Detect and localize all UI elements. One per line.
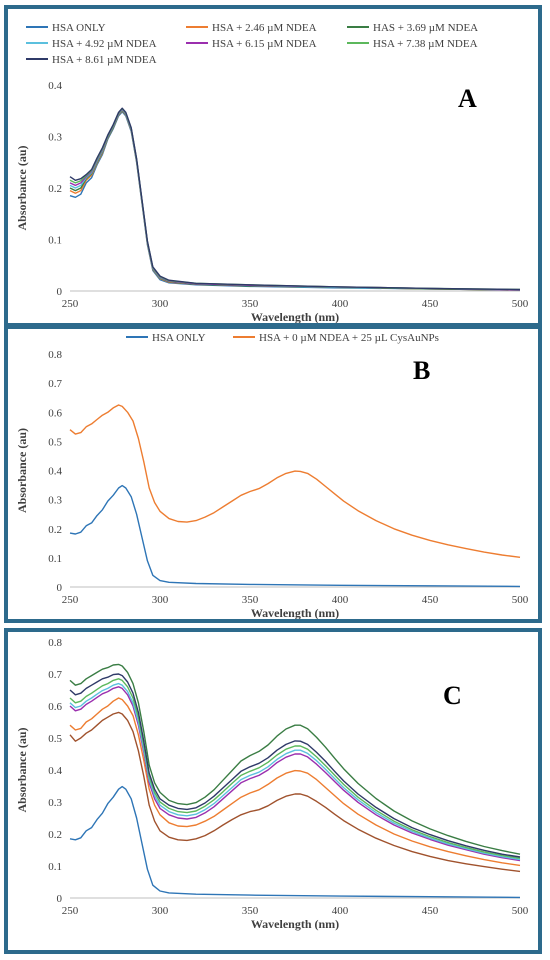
legend-label: HSA + 7.38 µM NDEA <box>373 38 478 50</box>
y-tick-label: 0.2 <box>48 183 62 195</box>
x-axis-title: Wavelength (nm) <box>251 310 339 323</box>
y-tick-label: 0.3 <box>48 495 62 507</box>
y-tick-label: 0.4 <box>48 466 62 478</box>
x-tick-label: 500 <box>512 594 529 606</box>
series-line-4 <box>69 686 521 862</box>
x-tick-label: 350 <box>242 594 259 606</box>
series-line-1 <box>69 111 521 291</box>
series-line-7 <box>69 107 521 291</box>
chart-a: 0 0.1 0.2 0.3 0.4 250 300 350 400 450 500 Wavelengt… <box>15 22 529 323</box>
y-tick-label: 0.1 <box>48 861 62 873</box>
x-tick-label: 450 <box>422 905 439 917</box>
series-line-4 <box>69 109 521 291</box>
x-tick-label: 350 <box>242 298 259 310</box>
legend-label: HSA + 4.92 µM NDEA <box>52 38 157 50</box>
y-tick-label: 0.2 <box>48 524 62 536</box>
x-tick-label: 300 <box>152 594 169 606</box>
panel-label: B <box>413 356 430 385</box>
x-tick-label: 450 <box>422 298 439 310</box>
x-tick-label: 300 <box>152 298 169 310</box>
panel-b: 0 0.1 0.2 0.3 0.4 0.5 0.6 0.7 0.8 250 300 350 400 450… <box>4 325 542 623</box>
legend-label: HSA ONLY <box>52 22 106 34</box>
series-line-6 <box>69 108 521 291</box>
x-axis-title: Wavelength (nm) <box>251 917 339 931</box>
x-tick-label: 400 <box>332 905 349 917</box>
series-line-8 <box>69 663 521 855</box>
legend-label: HSA + 0 µM NDEA + 25 µL CysAuNPs <box>259 332 439 344</box>
y-axis-title: Absorbance (au) <box>15 145 29 230</box>
y-tick-label: 0.4 <box>48 80 62 92</box>
series-line-1 <box>69 785 521 899</box>
y-tick-label: 0.3 <box>48 797 62 809</box>
y-tick-label: 0.8 <box>48 349 62 361</box>
legend-label: HSA ONLY <box>152 332 206 344</box>
x-tick-label: 500 <box>512 905 529 917</box>
x-axis-title: Wavelength (nm) <box>251 606 339 619</box>
y-tick-label: 0.7 <box>48 378 62 390</box>
y-tick-label: 0.1 <box>48 553 62 565</box>
series-line-6 <box>69 678 521 859</box>
x-tick-label: 250 <box>62 905 79 917</box>
series-line-3 <box>69 697 521 867</box>
legend-label: HAS + 3.69 µM NDEA <box>373 22 478 34</box>
x-tick-label: 500 <box>512 298 529 310</box>
x-tick-label: 450 <box>422 594 439 606</box>
y-axis-title: Absorbance (au) <box>15 428 29 513</box>
y-tick-label: 0.5 <box>48 436 62 448</box>
legend-label: HSA + 6.15 µM NDEA <box>212 38 317 50</box>
panel-a: 0 0.1 0.2 0.3 0.4 250 300 350 400 450 500 Wavelengt… <box>4 5 542 327</box>
panel-label: A <box>458 84 477 113</box>
y-tick-label: 0.7 <box>48 669 62 681</box>
x-tick-label: 300 <box>152 905 169 917</box>
series-line-3 <box>69 109 521 291</box>
series-line-5 <box>69 108 521 291</box>
series-line-5 <box>69 682 521 861</box>
x-tick-label: 400 <box>332 594 349 606</box>
panel-c: 0 0.1 0.2 0.3 0.4 0.5 0.6 0.7 0.8 250 300 350 400 450… <box>4 628 542 954</box>
y-tick-label: 0.6 <box>48 701 62 713</box>
y-tick-label: 0.6 <box>48 407 62 419</box>
y-tick-label: 0 <box>57 582 63 594</box>
series-line-7 <box>69 673 521 858</box>
legend-label: HSA + 2.46 µM NDEA <box>212 22 317 34</box>
series-line-1 <box>69 484 521 588</box>
y-tick-label: 0 <box>57 286 63 298</box>
y-tick-label: 0.8 <box>48 637 62 649</box>
series-line-2 <box>69 110 521 291</box>
y-tick-label: 0.4 <box>48 765 62 777</box>
series-line-2 <box>69 404 521 558</box>
x-tick-label: 400 <box>332 298 349 310</box>
y-axis-title: Absorbance (au) <box>15 727 29 812</box>
y-tick-label: 0.1 <box>48 235 62 247</box>
y-tick-label: 0.5 <box>48 733 62 745</box>
x-tick-label: 250 <box>62 298 79 310</box>
chart-c: 0 0.1 0.2 0.3 0.4 0.5 0.6 0.7 0.8 250 300 350 400 450… <box>15 637 529 931</box>
series-line-2 <box>69 711 521 873</box>
panel-label: C <box>443 681 462 710</box>
x-tick-label: 250 <box>62 594 79 606</box>
y-tick-label: 0 <box>57 893 63 905</box>
x-tick-label: 350 <box>242 905 259 917</box>
legend-label: HSA + 8.61 µM NDEA <box>52 54 157 66</box>
y-tick-label: 0.3 <box>48 132 62 144</box>
y-tick-label: 0.2 <box>48 829 62 841</box>
chart-b: 0 0.1 0.2 0.3 0.4 0.5 0.6 0.7 0.8 250 300 350 400 450… <box>15 332 529 619</box>
